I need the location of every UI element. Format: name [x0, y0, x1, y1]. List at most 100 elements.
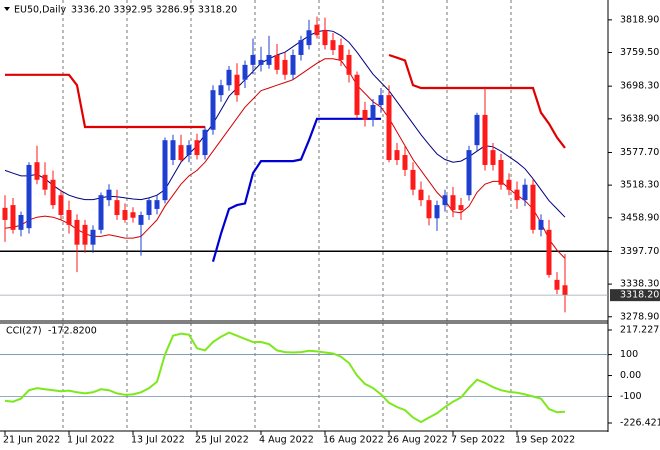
indicator-value: -172.8200	[48, 326, 97, 337]
candle-body	[538, 219, 544, 230]
candle-body	[66, 210, 72, 225]
candle-body	[130, 212, 136, 218]
candle-body	[506, 179, 512, 190]
overlay-line	[211, 117, 381, 263]
candle-body	[226, 69, 232, 86]
x-tick-label: 13 Jul 2022	[131, 435, 185, 446]
y-tick-label: 3278.90	[620, 311, 659, 322]
candle-body	[90, 229, 96, 245]
x-tick-label: 26 Aug 2022	[387, 435, 448, 446]
candle-body	[362, 109, 368, 120]
candle-body	[50, 179, 56, 206]
candle-body	[450, 195, 456, 211]
candle-body	[154, 200, 160, 209]
y-tick-label: 3698.30	[620, 81, 659, 92]
candle-body	[74, 219, 80, 245]
candle-body	[202, 129, 208, 156]
candle-body	[234, 74, 240, 96]
indicator-title: CCI(27)	[6, 326, 42, 337]
candle-body	[466, 150, 472, 196]
candle-body	[242, 64, 248, 80]
candle-body	[546, 229, 552, 275]
indicator-y-tick-label: 217.227	[620, 325, 659, 336]
candle-body	[122, 210, 128, 220]
candle-body	[82, 224, 88, 245]
candle-body	[378, 95, 384, 106]
x-tick-label: 25 Jul 2022	[195, 435, 249, 446]
cci-line	[4, 331, 566, 424]
price-label: 3318.20	[620, 290, 659, 301]
x-tick-label: 16 Aug 2022	[323, 435, 384, 446]
candle-body	[106, 189, 112, 201]
chart-title: EU50,Daily	[14, 5, 66, 16]
candle-body	[194, 140, 200, 156]
candle-body	[138, 214, 144, 225]
candle-body	[562, 285, 568, 296]
candle-body	[426, 200, 432, 219]
candle-body	[434, 205, 440, 219]
candle-body	[410, 169, 416, 190]
candle-body	[250, 54, 256, 65]
candle-body	[258, 59, 264, 65]
candle-body	[186, 145, 192, 156]
candle-body	[210, 90, 216, 130]
candle-body	[322, 30, 328, 46]
y-tick-label: 3577.70	[620, 147, 659, 158]
candle-body	[18, 214, 24, 230]
candle-body	[58, 195, 64, 215]
y-tick-label: 3518.30	[620, 180, 659, 191]
indicator-y-tick-label: 100	[620, 349, 638, 360]
candle-body	[346, 54, 352, 75]
price-label-box	[610, 289, 660, 302]
candle-body	[170, 140, 176, 160]
overlay-line	[4, 58, 566, 259]
candle-body	[514, 189, 520, 201]
candle-body	[282, 59, 288, 75]
candle-body	[338, 45, 344, 60]
y-tick-label: 3458.90	[620, 212, 659, 223]
indicator-y-tick-label: -226.4214	[620, 418, 660, 429]
candle-body	[218, 85, 224, 96]
candle-body	[2, 207, 8, 220]
x-tick-label: 1 Jul 2022	[67, 435, 115, 446]
candle-body	[482, 114, 488, 165]
x-tick-label: 21 Jun 2022	[3, 435, 60, 446]
indicator-y-tick-label: 0.00	[620, 370, 641, 381]
x-tick-label: 19 Sep 2022	[515, 435, 575, 446]
candle-body	[274, 54, 280, 70]
candle-body	[458, 205, 464, 211]
candle-body	[146, 200, 152, 215]
candle-body	[490, 150, 496, 165]
candle-body	[266, 54, 272, 65]
indicator-y-tick-label: -100	[620, 391, 642, 402]
candle-body	[474, 114, 480, 146]
candle-body	[354, 74, 360, 115]
overlay-line	[5, 53, 566, 149]
candle-body	[298, 40, 304, 55]
candle-body	[330, 40, 336, 51]
x-tick-label: 4 Aug 2022	[259, 435, 314, 446]
candle-body	[34, 162, 40, 180]
candle-body	[42, 174, 48, 190]
candle-body	[98, 195, 104, 230]
candle-body	[26, 164, 32, 229]
y-tick-label: 3338.30	[620, 279, 659, 290]
candle-body	[554, 279, 560, 290]
candle-body	[418, 189, 424, 201]
candle-body	[394, 150, 400, 160]
candle-body	[442, 195, 448, 206]
menu-arrow	[4, 7, 10, 11]
candle-body	[522, 184, 528, 201]
candle-body	[162, 140, 168, 201]
candle-body	[290, 54, 296, 75]
candle-body	[314, 24, 320, 36]
candle-body	[114, 200, 120, 215]
candle-body	[306, 30, 312, 46]
candle-body	[10, 205, 16, 230]
candle-body	[402, 155, 408, 170]
candle-body	[386, 95, 392, 160]
y-tick-label: 3638.90	[620, 113, 659, 124]
y-tick-label: 3759.50	[620, 47, 659, 58]
